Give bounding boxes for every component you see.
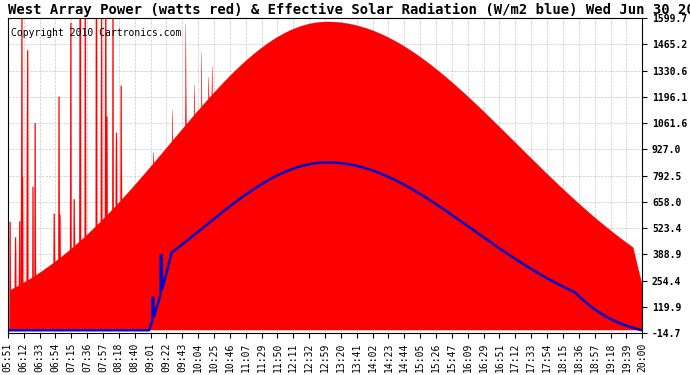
Text: West Array Power (watts red) & Effective Solar Radiation (W/m2 blue) Wed Jun 30 : West Array Power (watts red) & Effective… [8, 3, 690, 17]
Text: Copyright 2010 Cartronics.com: Copyright 2010 Cartronics.com [11, 27, 181, 38]
